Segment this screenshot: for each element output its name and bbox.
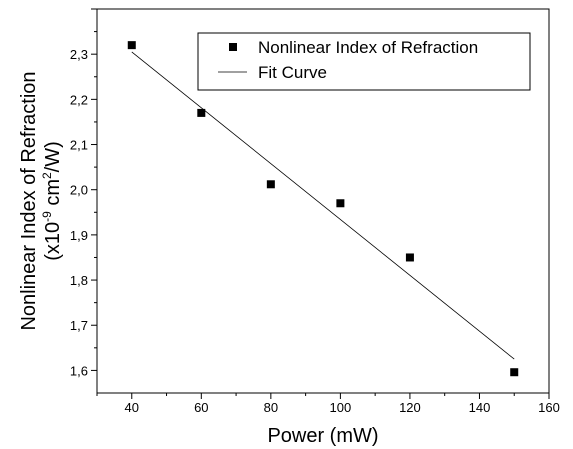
y-axis-title-exponent-2: 2 xyxy=(40,172,54,179)
x-tick-label: 140 xyxy=(469,400,491,415)
data-point xyxy=(405,253,414,262)
legend-label-fit: Fit Curve xyxy=(258,63,327,82)
legend-marker-square xyxy=(229,43,237,51)
legend-box xyxy=(197,32,531,91)
y-tick-label: 2,3 xyxy=(70,47,88,62)
x-tick-label: 120 xyxy=(399,400,421,415)
y-tick-label: 1,7 xyxy=(70,318,88,333)
y-tick-label: 1,9 xyxy=(70,228,88,243)
data-point xyxy=(197,108,206,117)
data-points-layer xyxy=(127,41,519,377)
data-point xyxy=(336,199,345,208)
x-axis-ticks: 40 60 80 100 120 140 160 xyxy=(96,393,560,415)
y-axis-ticks: 1,6 1,7 1,8 1,9 2,0 2,1 2,2 2,3 xyxy=(70,8,97,378)
y-axis-title-line2: (x10-9 cm2/W) xyxy=(40,141,64,261)
plot-frame xyxy=(96,8,550,394)
y-axis-title-unit: cm xyxy=(42,179,64,211)
y-tick-label: 2,0 xyxy=(70,183,88,198)
x-tick-label: 100 xyxy=(330,400,352,415)
y-axis-title-suffix: /W) xyxy=(42,141,64,172)
y-tick-label: 1,6 xyxy=(70,363,88,378)
legend-label-data: Nonlinear Index of Refraction xyxy=(258,38,478,57)
y-axis-title-line1: Nonlinear Index of Refraction xyxy=(18,71,40,330)
x-tick-label: 80 xyxy=(264,400,278,415)
fit-curve-line xyxy=(131,51,515,360)
data-point xyxy=(266,180,275,189)
y-axis-title-exponent-1: -9 xyxy=(40,211,54,222)
y-tick-label: 2,2 xyxy=(70,92,88,107)
x-axis-title: Power (mW) xyxy=(267,425,378,447)
legend: Nonlinear Index of Refraction Fit Curve xyxy=(197,32,531,91)
y-tick-label: 1,8 xyxy=(70,273,88,288)
y-tick-label: 2,1 xyxy=(70,138,88,153)
x-tick-label: 60 xyxy=(194,400,208,415)
fit-curve-layer xyxy=(131,51,515,360)
data-point xyxy=(510,368,519,377)
y-axis-title-prefix: (x10 xyxy=(42,222,64,261)
x-tick-label: 40 xyxy=(125,400,139,415)
y-axis-title: Nonlinear Index of Refraction (x10-9 cm2… xyxy=(18,71,64,330)
data-point xyxy=(127,41,136,50)
x-tick-label: 160 xyxy=(538,400,560,415)
